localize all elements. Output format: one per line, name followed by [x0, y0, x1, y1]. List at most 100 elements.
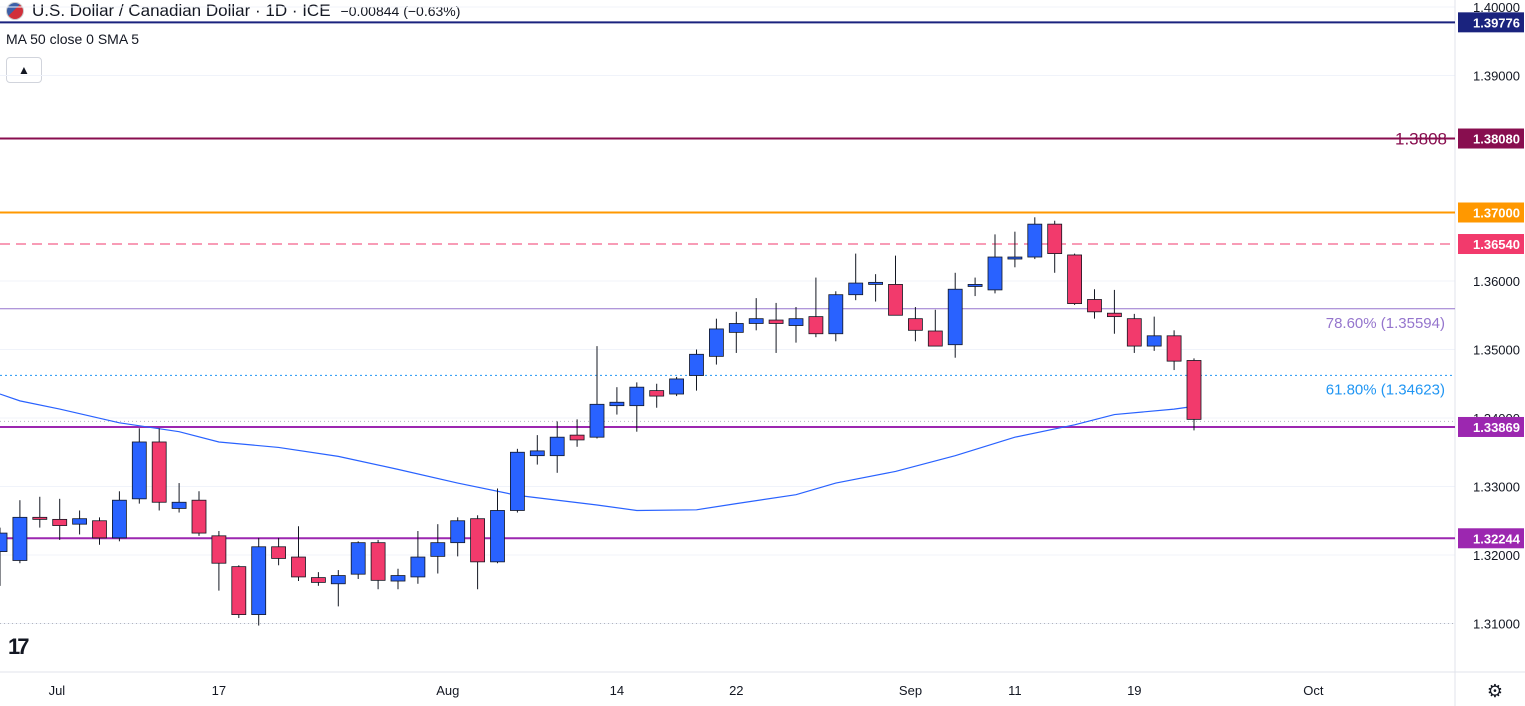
candle-body [888, 284, 903, 316]
candle-body [92, 520, 107, 539]
candle-body [669, 378, 684, 395]
candle-body [1166, 335, 1182, 362]
candle-body [470, 518, 486, 563]
candle-body [52, 518, 68, 526]
y-tick-label: 1.39000 [1473, 69, 1520, 84]
tradingview-logo: 17 [8, 634, 30, 659]
candle-body [947, 288, 963, 346]
candle-body [609, 401, 625, 407]
candle-body [868, 281, 883, 285]
candle-body [350, 542, 366, 575]
collapse-legend-button[interactable]: ▲ [6, 57, 42, 83]
ma-50-line [0, 393, 1195, 512]
candle-body [0, 532, 8, 552]
y-tick-label: 1.31000 [1473, 617, 1520, 632]
level-text: 61.80% (1.34623) [1326, 381, 1445, 398]
indicator-legend[interactable]: MA 50 close 0 SMA 5 [6, 31, 140, 47]
price-badge [1458, 528, 1524, 549]
candle-body [1047, 223, 1063, 255]
price-badge-label: 1.32244 [1473, 531, 1521, 546]
y-tick-label: 1.33000 [1473, 480, 1520, 495]
candle-body [728, 323, 744, 333]
candle-body [490, 510, 505, 563]
candle-body [32, 516, 48, 520]
candle-body [131, 441, 147, 500]
candle-body [1067, 254, 1082, 305]
candle-body [271, 546, 287, 559]
candle-body [748, 318, 764, 324]
candle-body [291, 556, 306, 578]
candle-body [589, 403, 605, 438]
candle-body [72, 518, 87, 525]
price-badge [1458, 202, 1524, 223]
candle-body [430, 542, 446, 557]
y-tick-label: 1.32000 [1473, 548, 1520, 563]
x-tick-label: 14 [610, 683, 624, 698]
price-badge-label: 1.39776 [1473, 15, 1520, 30]
chevron-up-icon: ▲ [18, 63, 30, 77]
candle-body [12, 516, 28, 561]
candle-body [251, 546, 267, 615]
candle-body [908, 318, 923, 331]
candle-body [808, 316, 824, 335]
candle-body [848, 282, 864, 296]
x-tick-label: 22 [729, 683, 743, 698]
price-badge-label: 1.33869 [1473, 420, 1520, 435]
candle-body [709, 328, 724, 357]
price-badge-label: 1.38080 [1473, 132, 1520, 147]
candle-body [509, 451, 525, 511]
candle-body [1087, 299, 1102, 313]
candle-body [310, 577, 326, 583]
candle-body [1027, 223, 1043, 258]
x-tick-label: 11 [1008, 683, 1022, 698]
x-tick-label: Aug [436, 683, 459, 698]
candle-body [828, 294, 844, 335]
x-tick-label: Oct [1303, 683, 1324, 698]
x-tick-label: Sep [899, 683, 922, 698]
candle-body [649, 390, 665, 397]
y-tick-label: 1.40000 [1473, 0, 1520, 15]
price-badge [1458, 128, 1524, 149]
candle-body [1107, 312, 1122, 318]
candle-body [330, 575, 346, 585]
candle-body [410, 556, 426, 578]
x-tick-label: Jul [49, 683, 66, 698]
candle-body [549, 436, 565, 457]
candle-body [987, 256, 1003, 291]
symbol-title[interactable]: U.S. Dollar / Canadian Dollar · 1D · ICE [32, 1, 331, 20]
candle-body [450, 520, 466, 544]
candle-body [1126, 318, 1142, 347]
level-text: 1.3808 [1395, 130, 1447, 149]
price-badge [1458, 416, 1524, 437]
candle-body [370, 542, 386, 581]
candle-body [211, 535, 227, 564]
candle-body [569, 434, 585, 441]
candle-body [171, 501, 187, 509]
candle-body [1146, 335, 1162, 347]
candle-body [927, 330, 943, 347]
candle-body [112, 499, 127, 539]
price-badge [1458, 234, 1524, 255]
level-text: 78.60% (1.35594) [1326, 315, 1445, 332]
candle-body [529, 450, 545, 457]
candle-body [231, 566, 247, 615]
candle-body [1186, 360, 1202, 420]
x-tick-label: 19 [1127, 683, 1141, 698]
candle-body [151, 441, 167, 503]
candle-body [967, 284, 983, 287]
candle-body [390, 575, 406, 582]
price-badge-label: 1.37000 [1473, 206, 1520, 221]
candle-body [191, 499, 207, 534]
price-badge [1458, 12, 1524, 33]
settings-gear-icon[interactable]: ⚙ [1486, 681, 1504, 701]
x-tick-label: 17 [212, 683, 226, 698]
y-tick-label: 1.35000 [1473, 343, 1520, 358]
candle-body [629, 386, 645, 407]
price-badge-label: 1.36540 [1473, 237, 1520, 252]
candle-body [768, 319, 784, 324]
candle-body [1007, 256, 1023, 260]
y-tick-label: 1.36000 [1473, 274, 1520, 289]
candle-body [788, 318, 804, 326]
candle-body [689, 353, 704, 376]
